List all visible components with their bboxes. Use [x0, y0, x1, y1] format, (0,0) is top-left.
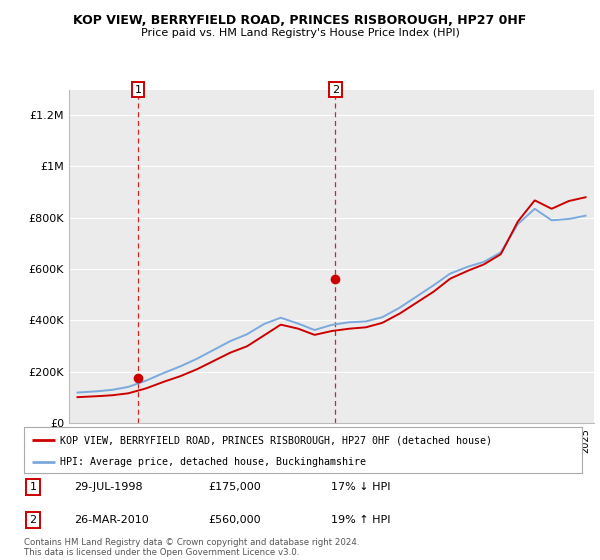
Text: HPI: Average price, detached house, Buckinghamshire: HPI: Average price, detached house, Buck…: [60, 457, 366, 466]
Text: Contains HM Land Registry data © Crown copyright and database right 2024.: Contains HM Land Registry data © Crown c…: [24, 538, 359, 547]
Text: 17% ↓ HPI: 17% ↓ HPI: [331, 482, 391, 492]
Text: 19% ↑ HPI: 19% ↑ HPI: [331, 515, 391, 525]
Text: This data is licensed under the Open Government Licence v3.0.: This data is licensed under the Open Gov…: [24, 548, 299, 557]
Text: KOP VIEW, BERRYFIELD ROAD, PRINCES RISBOROUGH, HP27 0HF (detached house): KOP VIEW, BERRYFIELD ROAD, PRINCES RISBO…: [60, 435, 492, 445]
Text: £175,000: £175,000: [208, 482, 261, 492]
Text: 2: 2: [332, 85, 339, 95]
Text: 2: 2: [29, 515, 37, 525]
Text: 29-JUL-1998: 29-JUL-1998: [74, 482, 143, 492]
Text: 1: 1: [29, 482, 37, 492]
Text: 1: 1: [134, 85, 142, 95]
Text: 26-MAR-2010: 26-MAR-2010: [74, 515, 149, 525]
Text: Price paid vs. HM Land Registry's House Price Index (HPI): Price paid vs. HM Land Registry's House …: [140, 28, 460, 38]
Text: £560,000: £560,000: [208, 515, 261, 525]
Text: KOP VIEW, BERRYFIELD ROAD, PRINCES RISBOROUGH, HP27 0HF: KOP VIEW, BERRYFIELD ROAD, PRINCES RISBO…: [73, 14, 527, 27]
